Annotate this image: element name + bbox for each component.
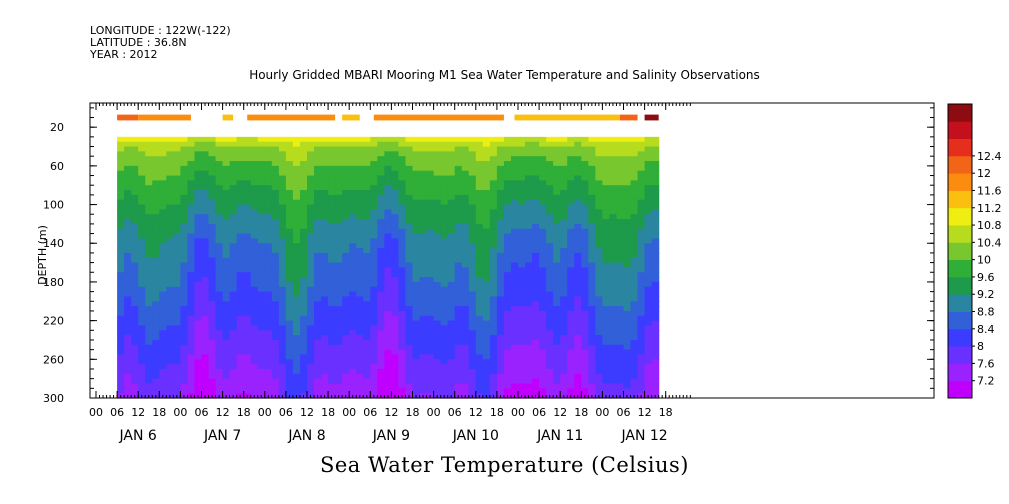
colorbar-swatch	[948, 380, 972, 399]
colorbar-label: 12	[977, 167, 991, 180]
colorbar-frame	[947, 103, 973, 399]
latitude-label: LATITUDE : 36.8N	[90, 36, 187, 49]
x-tick-label: 06	[448, 406, 462, 419]
x-tick-label: 06	[363, 406, 377, 419]
x-tick-label: 12	[469, 406, 483, 419]
colorbar-label: 11.2	[977, 202, 1002, 215]
x-tick-label: 00	[173, 406, 187, 419]
colorbar-swatch	[948, 311, 972, 330]
y-tick-label: 180	[43, 276, 64, 289]
year-label: YEAR : 2012	[90, 48, 158, 61]
colorbar-swatch	[948, 225, 972, 243]
x-tick-label: 12	[216, 406, 230, 419]
x-tick-label: 18	[490, 406, 504, 419]
surface-block-2	[222, 114, 234, 121]
colorbar-swatch	[948, 190, 972, 209]
surface-block-0	[117, 114, 139, 121]
x-tick-label: 00	[258, 406, 272, 419]
colorbar-label: 11.6	[977, 184, 1002, 197]
surface-temperature-strip	[117, 114, 659, 121]
x-tick-label: 18	[406, 406, 420, 419]
colorbar-swatch	[948, 173, 972, 191]
colorbar-swatch	[948, 346, 972, 364]
surface-block-5	[373, 114, 504, 121]
x-day-label: JAN 10	[452, 428, 499, 444]
surface-block-4	[342, 114, 360, 121]
colorbar-swatch	[948, 121, 972, 139]
y-tick-label: 20	[50, 121, 64, 134]
x-tick-label: 12	[300, 406, 314, 419]
longitude-label: LONGITUDE : 122W(-122)	[90, 24, 231, 37]
colorbar-label: 9.6	[977, 271, 995, 284]
x-tick-label: 06	[110, 406, 124, 419]
x-day-label: JAN 6	[119, 428, 157, 444]
x-tick-label: 12	[638, 406, 652, 419]
y-tick-label: 260	[43, 353, 64, 366]
x-day-label: JAN 9	[372, 428, 410, 444]
x-day-label: JAN 8	[287, 428, 325, 444]
x-tick-label: 12	[131, 406, 145, 419]
y-tick-label: 300	[43, 392, 64, 405]
y-axis-label: DEPTH (m)	[36, 225, 49, 285]
x-tick-label: 18	[574, 406, 588, 419]
surface-block-6	[514, 114, 620, 121]
x-tick-label: 06	[617, 406, 631, 419]
plot-axes: 20 60 100 140 180 220 260 300 00 06 12 18 00 06 12 18 00…	[43, 102, 935, 444]
x-tick-label: 18	[659, 406, 673, 419]
colorbar-swatch	[948, 259, 972, 278]
surface-block-7	[619, 114, 638, 121]
chart-title: Hourly Gridded MBARI Mooring M1 Sea Wate…	[249, 68, 760, 82]
colorbar-label: 10	[977, 254, 991, 267]
temperature-field	[117, 136, 660, 399]
colorbar-label: 9.2	[977, 288, 995, 301]
colorbar-swatch	[948, 242, 972, 261]
colorbar-swatch	[948, 104, 972, 122]
x-tick-label: 06	[279, 406, 293, 419]
x-day-label: JAN 11	[536, 428, 583, 444]
colorbar-label: 8.8	[977, 306, 995, 319]
colorbar-swatch	[948, 294, 972, 312]
y-tick-label: 140	[43, 237, 64, 250]
colorbar-label: 8	[977, 340, 984, 353]
colorbar-swatch	[948, 155, 972, 174]
plot-frame	[89, 102, 935, 399]
colorbar-label: 10.4	[977, 236, 1002, 249]
variable-label: Sea Water Temperature (Celsius)	[319, 453, 689, 477]
colorbar-label: 10.8	[977, 219, 1002, 232]
x-tick-label: 00	[89, 406, 103, 419]
colorbar-swatch	[948, 328, 972, 347]
colorbar-swatch	[948, 363, 972, 382]
x-tick-label: 00	[595, 406, 609, 419]
colorbar-swatch	[948, 276, 972, 295]
colorbar-label: 7.6	[977, 357, 995, 370]
colorbar-swatch	[948, 138, 972, 157]
x-tick-label: 18	[321, 406, 335, 419]
x-tick-label: 12	[384, 406, 398, 419]
x-tick-label: 00	[427, 406, 441, 419]
colorbar-label: 8.4	[977, 323, 995, 336]
x-day-label: JAN 7	[203, 428, 241, 444]
y-tick-label: 60	[50, 160, 64, 173]
surface-block-3	[247, 114, 336, 121]
x-tick-label: 12	[553, 406, 567, 419]
colorbar-label: 12.4	[977, 150, 1002, 163]
x-tick-label: 00	[511, 406, 525, 419]
x-day-label: JAN 12	[620, 428, 667, 444]
x-tick-label: 06	[532, 406, 546, 419]
x-tick-label: 18	[237, 406, 251, 419]
surface-block-8	[644, 114, 659, 121]
y-tick-label: 220	[43, 315, 64, 328]
x-tick-label: 06	[195, 406, 209, 419]
colorbar-label: 7.2	[977, 375, 995, 388]
colorbar: 7.2 7.6 8 8.4 8.8 9.2 9.6 10 10.4 10.8 11.2 11.6 12 1…	[947, 103, 1002, 399]
x-tick-label: 18	[152, 406, 166, 419]
y-tick-label: 100	[43, 199, 64, 212]
surface-block-1	[138, 114, 191, 121]
colorbar-swatch	[948, 207, 972, 226]
x-tick-label: 00	[342, 406, 356, 419]
